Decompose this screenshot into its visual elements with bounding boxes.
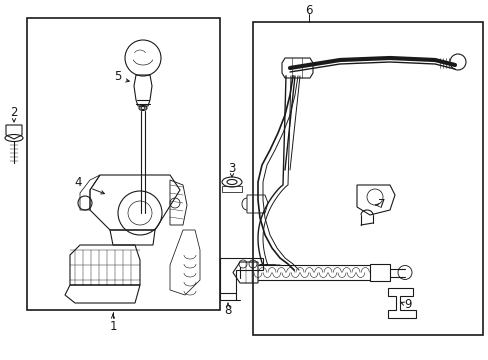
Text: 3: 3 [228,162,235,175]
Text: 8: 8 [224,303,231,316]
Text: 7: 7 [378,198,385,211]
Text: 9: 9 [404,298,411,311]
Text: 4: 4 [74,175,81,189]
Text: 1: 1 [109,320,117,333]
Text: 2: 2 [10,105,18,118]
Text: 6: 6 [305,4,312,17]
Text: 5: 5 [114,69,122,82]
